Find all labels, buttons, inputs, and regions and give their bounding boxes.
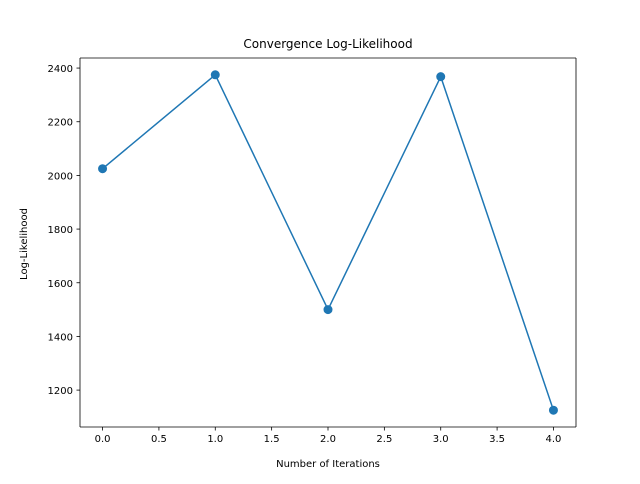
plot-area (79, 57, 577, 428)
chart-title: Convergence Log-Likelihood (243, 37, 412, 51)
x-tick-label: 0.0 (95, 434, 111, 445)
x-tick-label: 1.5 (264, 434, 280, 445)
x-tick-label: 1.0 (207, 434, 223, 445)
y-tick-label: 1400 (48, 332, 73, 343)
x-axis-label: Number of Iterations (276, 459, 380, 470)
y-tick-label: 2000 (48, 171, 73, 182)
x-axis-ticks: 0.0 0.5 1.0 1.5 2.0 2.5 3.0 3.5 4.0 (95, 427, 562, 445)
x-tick-label: 3.5 (489, 434, 505, 445)
y-tick-label: 1800 (48, 225, 73, 236)
x-tick-label: 3.0 (433, 434, 449, 445)
data-point (98, 164, 108, 174)
data-point (436, 72, 446, 82)
x-tick-label: 2.0 (320, 434, 336, 445)
y-tick-label: 2400 (48, 64, 73, 75)
data-point (548, 405, 558, 415)
y-tick-label: 1200 (48, 386, 73, 397)
data-point (323, 305, 333, 315)
y-tick-label: 1600 (48, 279, 73, 290)
data-point (210, 70, 220, 80)
x-tick-label: 2.5 (376, 434, 392, 445)
y-tick-label: 2200 (48, 118, 73, 129)
x-tick-label: 0.5 (151, 434, 167, 445)
y-axis-ticks: 1200 1400 1600 1800 2000 2200 2400 (48, 64, 80, 397)
plot-background (80, 58, 576, 427)
y-axis-label: Log-Likelihood (19, 208, 30, 280)
x-tick-label: 4.0 (546, 434, 562, 445)
